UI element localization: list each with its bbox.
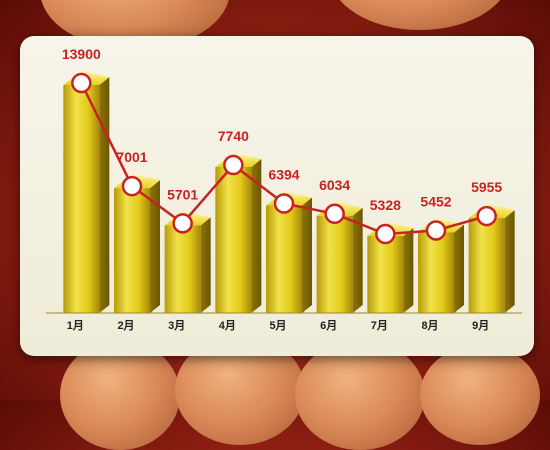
x-tick-label: 2月 (117, 319, 134, 332)
data-label: 6394 (268, 167, 299, 183)
chart-card: 13900 7001 5701 7740 6394 6034 5328 5452 5955 1月… (20, 36, 534, 356)
bar (316, 215, 353, 313)
bar-side (200, 217, 211, 313)
bar (468, 218, 505, 313)
x-tick-label: 1月 (67, 319, 84, 332)
data-label: 6034 (319, 177, 350, 193)
finger-bottom-3 (295, 340, 425, 450)
line-marker (476, 205, 497, 227)
line-marker (121, 175, 143, 197)
line-marker (273, 193, 295, 214)
data-label: 7740 (218, 128, 249, 144)
bar (418, 232, 454, 313)
bar (114, 188, 150, 313)
x-tick-label: 8月 (421, 319, 438, 332)
bar-side (302, 197, 312, 313)
bar-side (352, 207, 363, 313)
x-tick-label: 5月 (269, 319, 286, 332)
line-marker (375, 223, 396, 245)
data-label: 5452 (420, 193, 451, 209)
finger-bottom-4 (420, 345, 540, 445)
bar-chart: 13900 7001 5701 7740 6394 6034 5328 5452 5955 1月… (46, 46, 522, 332)
bar (63, 85, 100, 313)
bar-side (454, 224, 464, 313)
bar-side (150, 180, 160, 313)
bar (164, 225, 201, 313)
x-tick-label: 3月 (168, 319, 185, 332)
x-tick-label: 7月 (371, 319, 388, 332)
line-marker (324, 203, 345, 225)
x-tick-label: 4月 (219, 319, 236, 332)
line-marker (425, 220, 447, 241)
data-label: 13900 (62, 46, 101, 62)
bar-side (403, 228, 414, 313)
finger-top-right (330, 0, 510, 30)
bar-side (504, 210, 515, 313)
bar (266, 205, 302, 313)
bar (215, 167, 252, 313)
bar-side (251, 159, 262, 313)
line-marker (71, 72, 92, 94)
line-marker (223, 154, 244, 176)
data-label: 7001 (116, 149, 147, 165)
line-marker (172, 213, 193, 234)
data-label: 5328 (370, 197, 401, 213)
x-tick-label: 6月 (320, 319, 337, 332)
data-label: 5701 (167, 186, 198, 202)
bar-side (99, 77, 110, 313)
finger-bottom-1 (60, 340, 180, 450)
x-tick-label: 9月 (472, 319, 489, 332)
bar (367, 236, 404, 313)
data-label: 5955 (471, 179, 502, 195)
